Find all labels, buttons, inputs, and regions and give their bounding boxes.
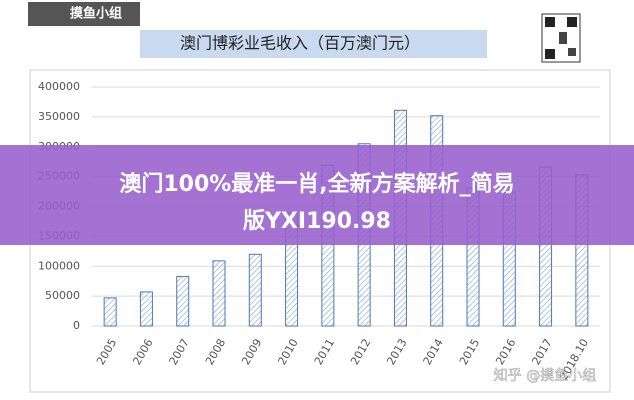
- chart-title: 澳门博彩业毛收入（百万澳门元）: [180, 34, 420, 53]
- title-box: [140, 30, 487, 58]
- watermark: 知乎 @摸鱼小组: [494, 367, 596, 384]
- logo-box: [28, 2, 140, 26]
- bar: [212, 260, 226, 327]
- y-tick-label: 400000: [38, 80, 80, 93]
- banner-line: 版YXI190.98: [243, 209, 391, 234]
- bar: [248, 253, 262, 327]
- y-tick-label: 100000: [38, 259, 80, 272]
- bar: [139, 291, 153, 327]
- logo: 摸鱼小组: [70, 6, 122, 22]
- banner-line: 澳门100%最准一肖,全新方案解析_简易: [119, 171, 514, 197]
- bar: [176, 275, 190, 327]
- y-tick-label: 0: [73, 319, 80, 332]
- qr-code: [541, 13, 581, 63]
- banner: [0, 145, 634, 245]
- y-tick-label: 350000: [38, 110, 80, 123]
- bar: [103, 297, 117, 327]
- y-tick-label: 50000: [45, 289, 80, 302]
